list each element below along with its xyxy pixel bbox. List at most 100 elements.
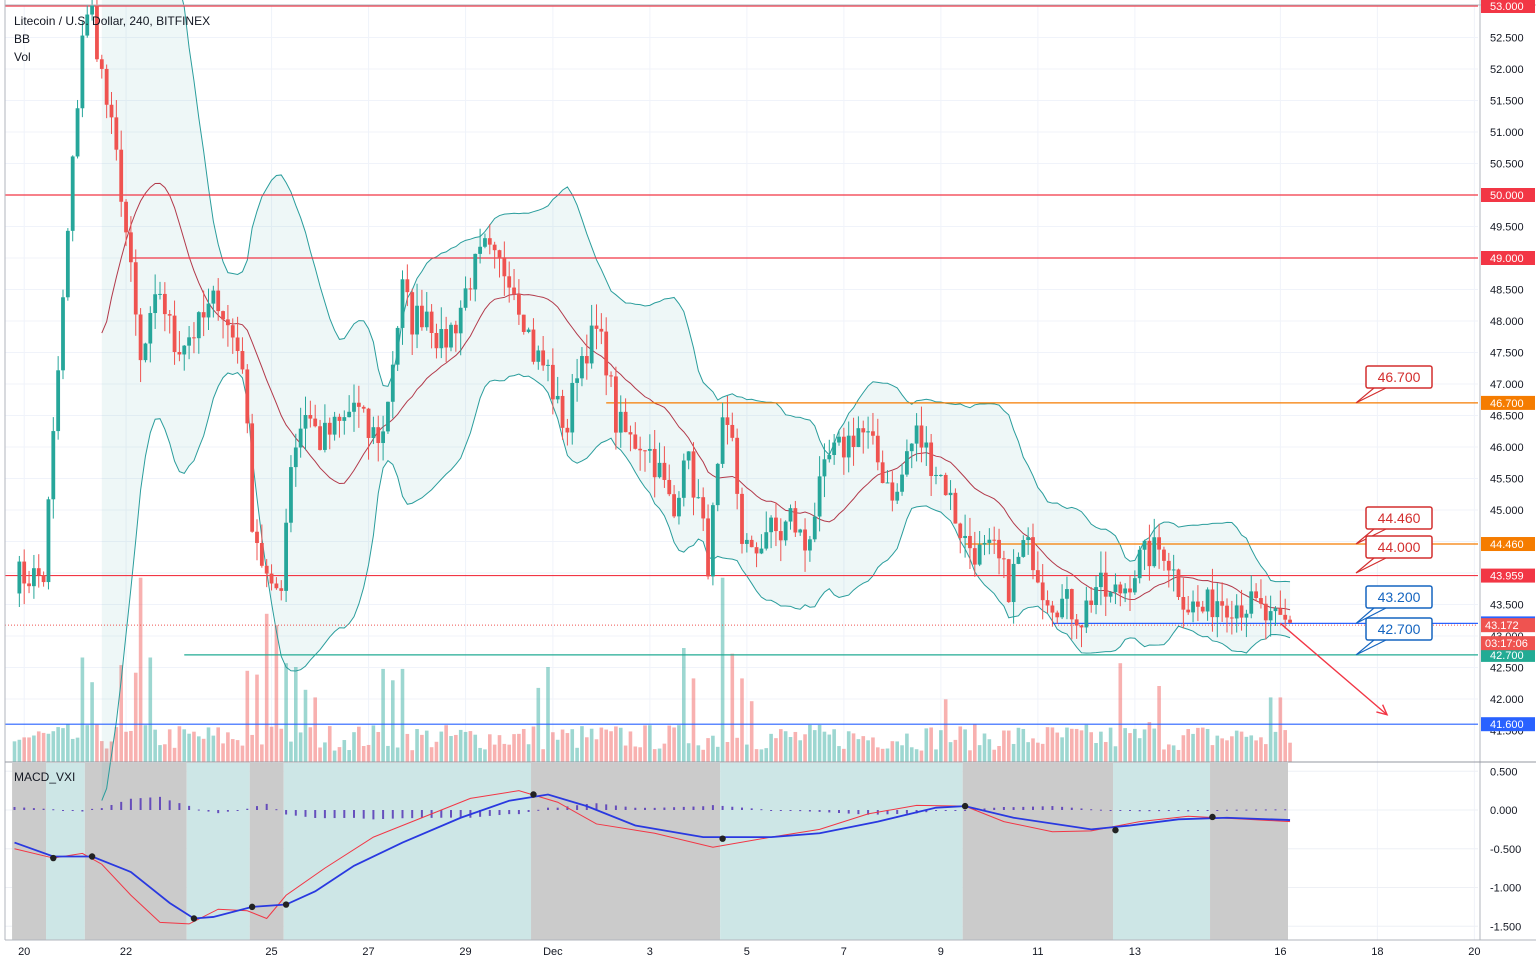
macd-histogram-bar [32, 808, 35, 810]
callout-pointer [1355, 387, 1387, 404]
volume-bar [1215, 735, 1220, 762]
axis-level-tag [1481, 395, 1535, 410]
volume-bar [133, 672, 138, 762]
volume-bar [12, 741, 17, 762]
candle-up [143, 343, 148, 361]
candle-up [1244, 613, 1249, 618]
candle-down [1220, 601, 1225, 606]
macd-histogram-bar [197, 809, 200, 811]
price-tick-label: 43.500 [1490, 600, 1524, 612]
candle-up [323, 422, 327, 450]
candle-down [1002, 558, 1006, 560]
macd-histogram-bar [71, 810, 74, 811]
volume-bar [546, 667, 550, 762]
vol-indicator-label[interactable]: Vol [14, 50, 31, 64]
volume-bar [745, 744, 749, 762]
candle-down [875, 435, 880, 463]
candle-up [1215, 601, 1220, 618]
bb-fill [101, 0, 1291, 801]
volume-bar [1070, 728, 1074, 762]
candle-down [871, 431, 875, 436]
volume-bar [90, 682, 94, 762]
volume-bar [880, 748, 885, 762]
candle-up [914, 425, 919, 444]
volume-bar [41, 732, 46, 762]
callout-box[interactable] [1365, 365, 1433, 389]
volume-bar [652, 749, 657, 762]
axis-level-tag-label: 46.700 [1490, 398, 1524, 410]
candle-down [119, 149, 124, 202]
time-tick-label: 22 [120, 946, 132, 958]
volume-bar [1137, 738, 1142, 762]
volume-bar [628, 731, 633, 762]
volume-bar [371, 725, 376, 762]
price-tick-label: 48.500 [1490, 285, 1524, 297]
macd-histogram-bar [217, 810, 220, 814]
candle-down [735, 437, 740, 494]
volume-bar [1002, 730, 1006, 762]
volume-bar [468, 731, 473, 762]
volume-bar [812, 730, 817, 762]
volume-bar [905, 733, 909, 762]
candle-up [1016, 556, 1021, 564]
callout-box[interactable] [1365, 617, 1433, 641]
macd-histogram-bar [1051, 806, 1054, 810]
macd-cross-dot [530, 791, 537, 798]
candle-up [837, 436, 841, 443]
time-tick-label: 18 [1371, 946, 1383, 958]
volume-bar [386, 745, 390, 762]
candle-up [856, 428, 861, 448]
macd-histogram-bar [226, 810, 229, 812]
volume-bar [46, 733, 51, 762]
macd-histogram-bar [91, 808, 94, 810]
volume-bar [934, 749, 938, 762]
candle-down [1229, 617, 1234, 619]
volume-bar [614, 726, 618, 762]
volume-bar [104, 748, 109, 762]
candle-up [56, 370, 61, 432]
volume-bar [502, 743, 507, 762]
macd-histogram-bar [1235, 809, 1238, 811]
volume-bar [405, 733, 410, 762]
callout-box[interactable] [1365, 585, 1433, 609]
candle-up [187, 337, 191, 346]
axes: 53.00052.50052.00051.50051.00050.50050.0… [4, 0, 1536, 972]
candle-up [61, 297, 65, 371]
macd-line [14, 793, 1291, 920]
candle-down [512, 287, 516, 295]
symbol-title[interactable]: Litecoin / U.S. Dollar, 240, BITFINEX [14, 14, 211, 28]
macd-histogram-bar [663, 807, 666, 810]
candle-up [934, 474, 938, 477]
callout-box[interactable] [1365, 535, 1433, 559]
volume-bar [1176, 749, 1181, 762]
candle-down [1254, 591, 1258, 599]
price-tick-label: 52.000 [1490, 64, 1524, 76]
candle-down [531, 329, 536, 362]
candle-up [148, 313, 153, 344]
volume-bar [924, 728, 929, 762]
macd-histogram-bar [944, 810, 947, 811]
price-callouts[interactable]: 46.700 44.460 44.000 43.200 42.700 [1355, 365, 1433, 656]
macd-regime-bear [962, 763, 1114, 940]
callout-box[interactable] [1365, 506, 1433, 530]
volume-bar [114, 727, 119, 762]
candle-down [1225, 605, 1229, 618]
macd-lines [13, 790, 1291, 925]
candle-down [502, 257, 507, 277]
volume-bar [1060, 737, 1064, 762]
macd-histogram-bar [1041, 806, 1044, 810]
candle-down [313, 418, 318, 427]
macd-indicator-label[interactable]: MACD_VXI [14, 770, 76, 784]
candle-up [70, 156, 75, 231]
horizontal-levels[interactable] [5, 5, 1478, 725]
volume-bar [982, 733, 987, 762]
candle-up [759, 548, 764, 554]
bb-indicator-label[interactable]: BB [14, 32, 31, 46]
macd-histogram-bar [236, 810, 239, 811]
macd-histogram-bar [120, 801, 123, 810]
macd-histogram-bar [100, 808, 103, 810]
macd-regime-bear [249, 763, 284, 940]
volume-bar [871, 737, 875, 762]
volume-bar [876, 747, 880, 762]
